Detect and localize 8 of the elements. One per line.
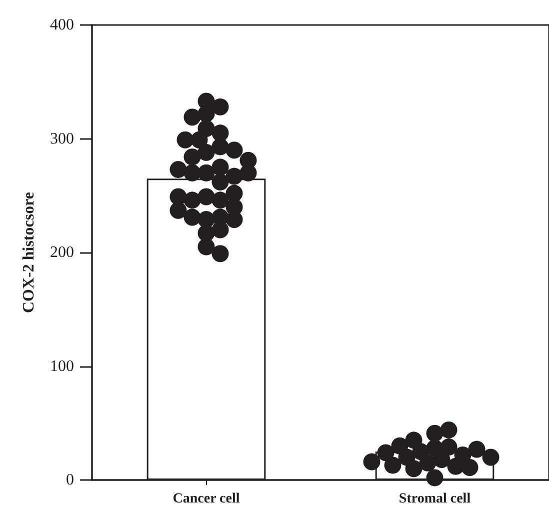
y-axis-title: COX-2 histocsore	[20, 192, 38, 314]
x-tick-label: Cancer cell	[172, 492, 240, 506]
y-tick-label: 100	[50, 358, 74, 375]
y-tick-label: 0	[66, 472, 74, 488]
y-tick-label: 300	[50, 130, 74, 148]
x-tick-label: Stromal cell	[398, 492, 471, 506]
y-tick-label: 400	[50, 16, 74, 34]
y-tick-label: 200	[50, 244, 74, 261]
